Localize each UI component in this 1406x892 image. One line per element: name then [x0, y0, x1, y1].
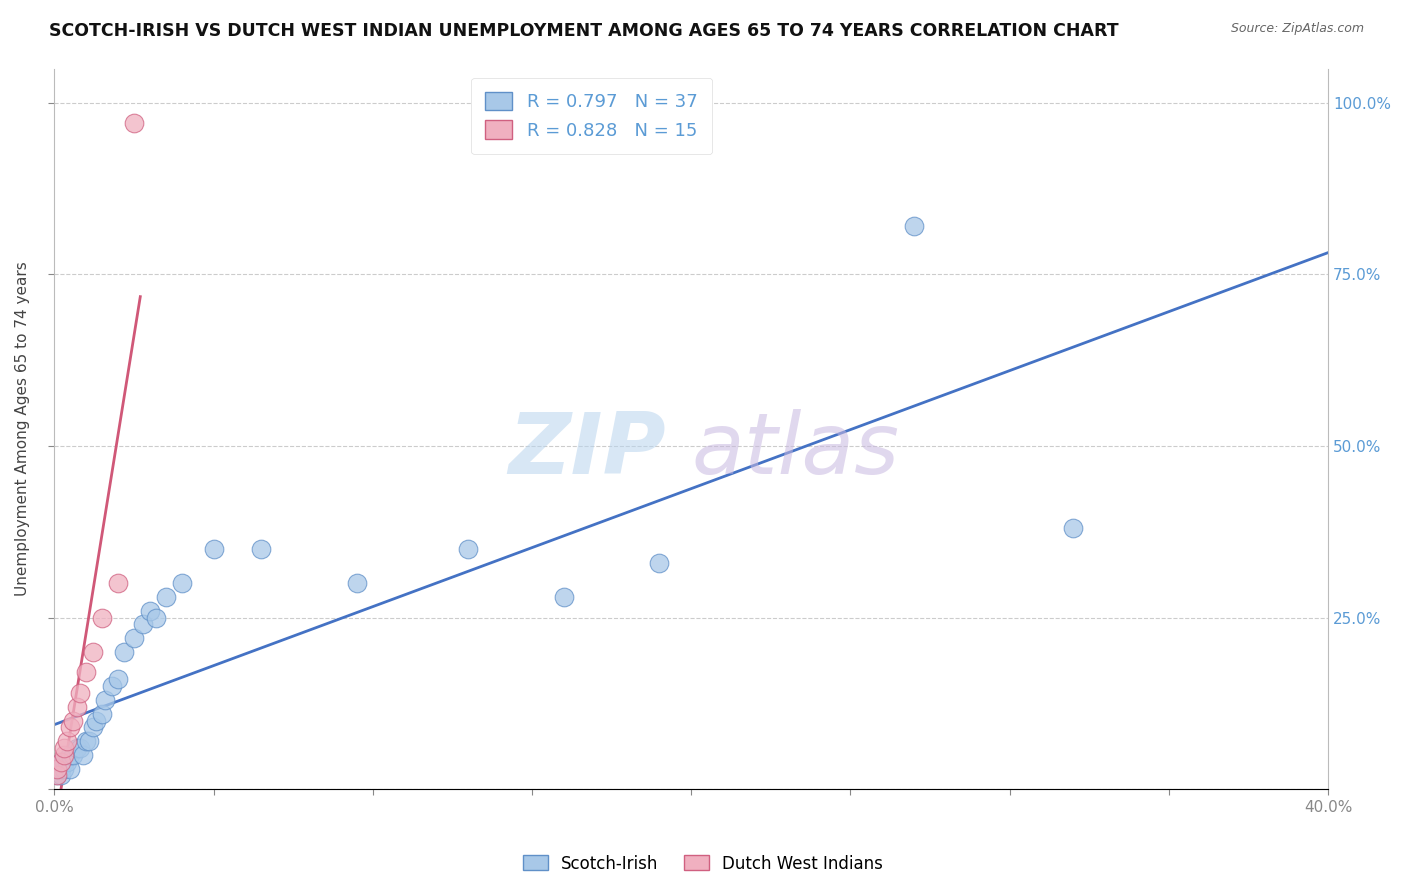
- Text: SCOTCH-IRISH VS DUTCH WEST INDIAN UNEMPLOYMENT AMONG AGES 65 TO 74 YEARS CORRELA: SCOTCH-IRISH VS DUTCH WEST INDIAN UNEMPL…: [49, 22, 1119, 40]
- Point: [1062, 521, 1084, 535]
- Point: [132, 617, 155, 632]
- Point: [69, 741, 91, 756]
- Point: [122, 631, 145, 645]
- Point: [84, 714, 107, 728]
- Point: [52, 741, 75, 756]
- Point: [52, 755, 75, 769]
- Point: [59, 762, 82, 776]
- Point: [59, 747, 82, 762]
- Point: [107, 576, 129, 591]
- Point: [145, 610, 167, 624]
- Point: [553, 590, 575, 604]
- Point: [82, 645, 104, 659]
- Point: [112, 645, 135, 659]
- Point: [65, 699, 87, 714]
- Y-axis label: Unemployment Among Ages 65 to 74 years: Unemployment Among Ages 65 to 74 years: [15, 261, 30, 596]
- Point: [46, 762, 69, 776]
- Point: [46, 768, 69, 782]
- Point: [46, 762, 69, 776]
- Point: [648, 556, 671, 570]
- Point: [75, 734, 97, 748]
- Text: Source: ZipAtlas.com: Source: ZipAtlas.com: [1230, 22, 1364, 36]
- Point: [903, 219, 925, 234]
- Point: [52, 747, 75, 762]
- Point: [91, 610, 114, 624]
- Point: [79, 734, 101, 748]
- Point: [250, 541, 273, 556]
- Point: [122, 116, 145, 130]
- Point: [56, 734, 79, 748]
- Point: [75, 665, 97, 680]
- Point: [107, 673, 129, 687]
- Point: [202, 541, 225, 556]
- Point: [72, 747, 94, 762]
- Point: [346, 576, 368, 591]
- Point: [457, 541, 479, 556]
- Point: [49, 762, 72, 776]
- Legend: Scotch-Irish, Dutch West Indians: Scotch-Irish, Dutch West Indians: [516, 848, 890, 880]
- Point: [59, 720, 82, 734]
- Point: [100, 679, 122, 693]
- Point: [94, 693, 117, 707]
- Point: [170, 576, 193, 591]
- Text: atlas: atlas: [692, 409, 900, 492]
- Point: [82, 720, 104, 734]
- Point: [139, 604, 162, 618]
- Point: [49, 755, 72, 769]
- Point: [46, 768, 69, 782]
- Point: [69, 686, 91, 700]
- Point: [91, 706, 114, 721]
- Point: [155, 590, 177, 604]
- Point: [62, 714, 84, 728]
- Point: [49, 755, 72, 769]
- Point: [62, 747, 84, 762]
- Point: [56, 755, 79, 769]
- Point: [49, 768, 72, 782]
- Legend: R = 0.797   N = 37, R = 0.828   N = 15: R = 0.797 N = 37, R = 0.828 N = 15: [471, 78, 711, 154]
- Point: [52, 762, 75, 776]
- Point: [65, 741, 87, 756]
- Text: ZIP: ZIP: [508, 409, 666, 492]
